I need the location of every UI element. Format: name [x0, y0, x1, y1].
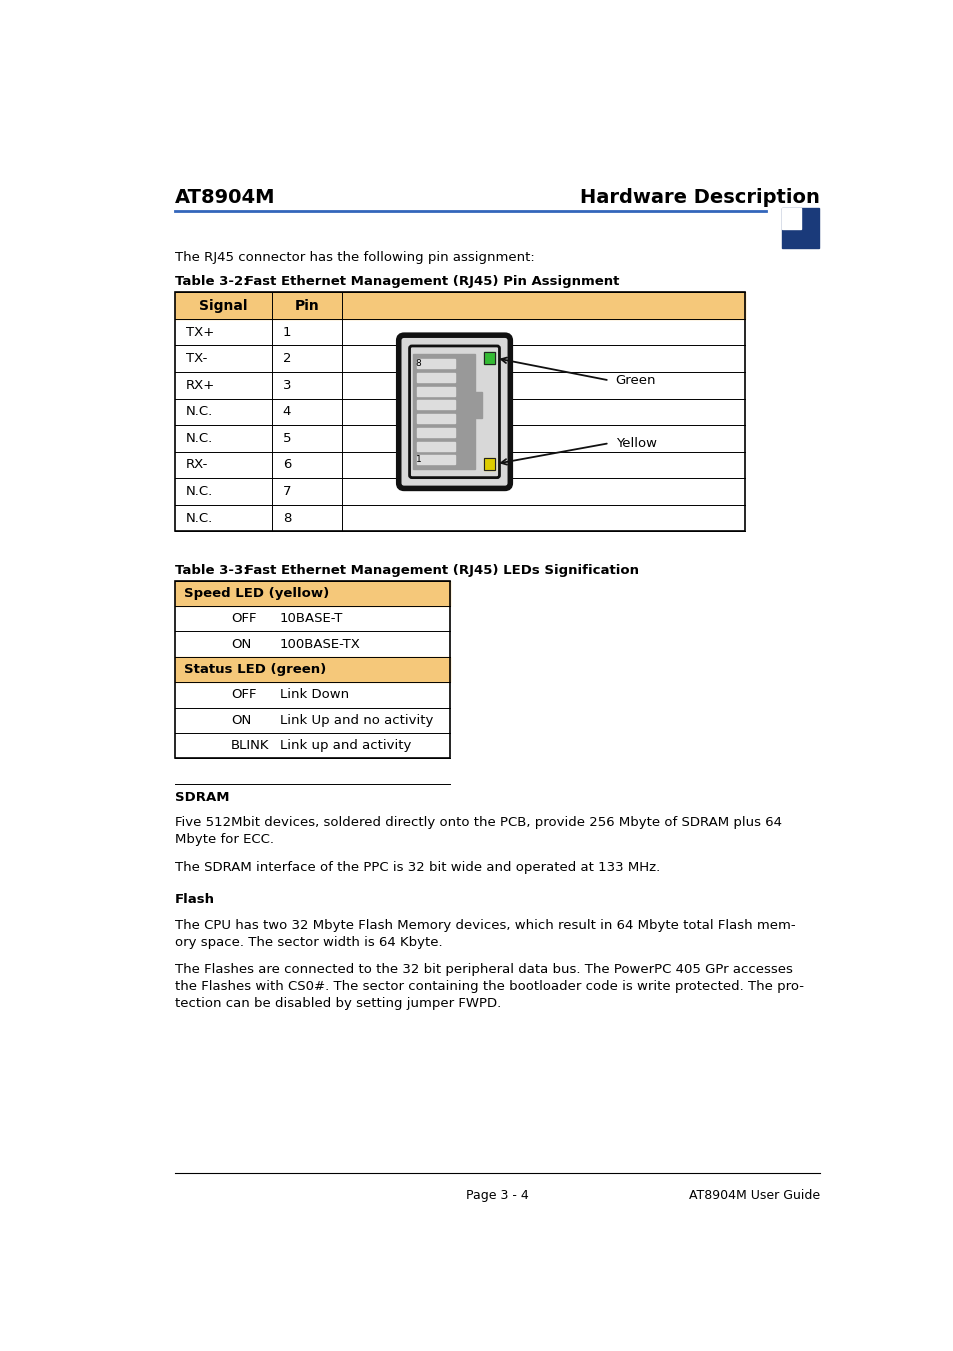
Bar [416, 386, 455, 396]
Text: Link Up and no activity: Link Up and no activity [279, 713, 433, 727]
Text: Fast Ethernet Management (RJ45) Pin Assignment: Fast Ethernet Management (RJ45) Pin Assi… [231, 276, 618, 288]
Bar [416, 442, 455, 451]
Text: 7: 7 [282, 485, 291, 499]
Bar [781, 208, 801, 230]
Text: The SDRAM interface of the PPC is 32 bit wide and operated at 133 MHz.: The SDRAM interface of the PPC is 32 bit… [174, 861, 659, 874]
Text: 8: 8 [282, 512, 291, 524]
Bar [174, 292, 744, 319]
Bar [416, 455, 455, 465]
Text: 1: 1 [282, 326, 291, 339]
FancyBboxPatch shape [398, 335, 510, 489]
Text: 10BASE-T: 10BASE-T [279, 612, 343, 626]
Text: 100BASE-TX: 100BASE-TX [279, 638, 360, 651]
Text: N.C.: N.C. [186, 432, 213, 444]
Bar [483, 458, 495, 470]
Text: OFF: OFF [231, 612, 256, 626]
Text: Hardware Description: Hardware Description [579, 188, 819, 207]
Bar [416, 400, 455, 409]
Text: Link Down: Link Down [279, 689, 349, 701]
FancyBboxPatch shape [409, 346, 499, 478]
Text: N.C.: N.C. [186, 405, 213, 419]
Text: Signal: Signal [199, 299, 248, 312]
Text: Page 3 - 4: Page 3 - 4 [466, 1189, 528, 1201]
Text: Fast Ethernet Management (RJ45) LEDs Signification: Fast Ethernet Management (RJ45) LEDs Sig… [231, 563, 639, 577]
Bar [413, 354, 475, 469]
Bar [483, 458, 495, 470]
Text: N.C.: N.C. [186, 512, 213, 524]
Text: Flash: Flash [174, 893, 214, 907]
Text: 8: 8 [416, 359, 421, 369]
Text: The Flashes are connected to the 32 bit peripheral data bus. The PowerPC 405 GPr: The Flashes are connected to the 32 bit … [174, 963, 803, 1011]
Text: Five 512Mbit devices, soldered directly onto the PCB, provide 256 Mbyte of SDRAM: Five 512Mbit devices, soldered directly … [174, 816, 781, 846]
Bar [416, 428, 455, 436]
Text: Table 3-3:: Table 3-3: [174, 563, 249, 577]
Bar [416, 415, 455, 423]
Bar [174, 292, 744, 531]
Text: ON: ON [231, 713, 251, 727]
Text: AT8904M: AT8904M [174, 188, 275, 207]
Text: TX-: TX- [186, 353, 207, 365]
Text: AT8904M User Guide: AT8904M User Guide [688, 1189, 819, 1201]
Bar [475, 392, 481, 417]
Text: 4: 4 [282, 405, 291, 419]
Text: RX+: RX+ [186, 378, 215, 392]
Text: N.C.: N.C. [186, 485, 213, 499]
Text: Pin: Pin [294, 299, 319, 312]
Text: TX+: TX+ [186, 326, 213, 339]
Text: Yellow: Yellow [615, 436, 656, 450]
Bar [483, 353, 495, 365]
Text: RX-: RX- [186, 458, 208, 471]
Text: The RJ45 connector has the following pin assignment:: The RJ45 connector has the following pin… [174, 251, 535, 263]
Text: 2: 2 [282, 353, 291, 365]
Text: Status LED (green): Status LED (green) [184, 663, 326, 676]
Text: Speed LED (yellow): Speed LED (yellow) [184, 586, 329, 600]
Text: 6: 6 [282, 458, 291, 471]
Text: 5: 5 [282, 432, 291, 444]
Bar [781, 208, 819, 249]
Text: 3: 3 [282, 378, 291, 392]
Bar [174, 581, 450, 758]
Text: The CPU has two 32 Mbyte Flash Memory devices, which result in 64 Mbyte total Fl: The CPU has two 32 Mbyte Flash Memory de… [174, 919, 795, 948]
Bar [483, 353, 495, 365]
Bar [174, 657, 450, 682]
Bar [416, 359, 455, 369]
Text: Table 3-2:: Table 3-2: [174, 276, 249, 288]
Bar [416, 373, 455, 382]
Text: BLINK: BLINK [231, 739, 269, 753]
Text: ON: ON [231, 638, 251, 651]
Text: Green: Green [615, 374, 656, 386]
Bar [174, 581, 450, 607]
Text: 1: 1 [416, 455, 421, 465]
Text: Link up and activity: Link up and activity [279, 739, 411, 753]
Text: SDRAM: SDRAM [174, 790, 230, 804]
Text: OFF: OFF [231, 689, 256, 701]
